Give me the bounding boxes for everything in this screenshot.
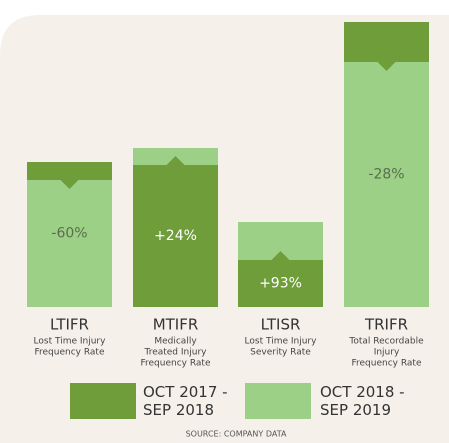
x-tick-label: TRIFR <box>364 316 408 334</box>
change-label: -60% <box>51 226 87 242</box>
x-tick-label: LTIFR <box>50 316 89 334</box>
notch <box>377 62 396 71</box>
notch <box>166 156 185 165</box>
change-label: +24% <box>154 228 197 244</box>
category-description: Severity Rate <box>250 348 311 358</box>
category-description: Medically <box>154 337 197 347</box>
category-description: Frequency Rate <box>352 359 422 369</box>
panel <box>0 15 449 443</box>
source: SOURCE: COMPANY DATA <box>186 430 287 439</box>
category-description: Frequency Rate <box>141 359 211 369</box>
change-label: -28% <box>368 167 404 183</box>
category-description: Lost Time Injury <box>34 337 107 347</box>
x-tick-label: MTIFR <box>153 316 199 334</box>
notch <box>271 251 290 260</box>
category-description: Treated Injury <box>144 348 208 358</box>
legend-label: OCT 2017 -SEP 2018 <box>143 383 228 419</box>
bar <box>27 180 112 307</box>
category-description: Injury <box>374 348 400 358</box>
legend-swatch <box>245 383 311 419</box>
category-description: Frequency Rate <box>35 348 105 358</box>
bar <box>133 165 218 307</box>
bar <box>344 62 429 307</box>
category-description: Total Recordable <box>348 337 424 347</box>
legend-label: OCT 2018 -SEP 2019 <box>320 383 405 419</box>
notch <box>60 180 79 189</box>
change-label: +93% <box>259 276 302 292</box>
legend-swatch <box>70 383 136 419</box>
x-tick-label: LTISR <box>261 316 301 334</box>
bar <box>238 260 323 307</box>
category-description: Lost Time Injury <box>245 337 318 347</box>
